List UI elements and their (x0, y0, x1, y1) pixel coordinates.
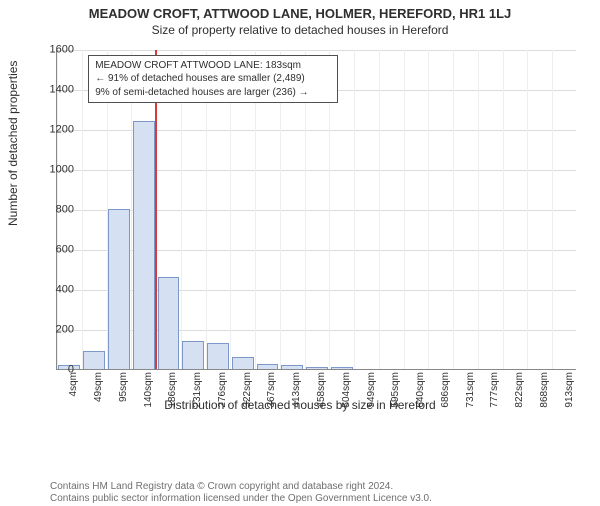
chart-subtitle: Size of property relative to detached ho… (0, 23, 600, 37)
gridline-v (379, 50, 380, 369)
x-tick-label: 140sqm (143, 372, 154, 422)
histogram-bar (281, 365, 303, 369)
y-tick-label: 200 (34, 325, 74, 336)
histogram-bar (207, 343, 229, 369)
x-tick-label: 868sqm (539, 372, 550, 422)
x-tick-label: 549sqm (366, 372, 377, 422)
histogram-bar (182, 341, 204, 369)
x-tick-label: 4sqm (68, 372, 79, 422)
annotation-line: ← 91% of detached houses are smaller (2,… (95, 72, 331, 86)
x-tick-label: 504sqm (341, 372, 352, 422)
x-tick-label: 49sqm (93, 372, 104, 422)
gridline-v (527, 50, 528, 369)
histogram-bar (158, 277, 180, 369)
x-tick-label: 95sqm (118, 372, 129, 422)
annotation-box: MEADOW CROFT ATTWOOD LANE: 183sqm← 91% o… (88, 55, 338, 104)
gridline-v (503, 50, 504, 369)
gridline-v (404, 50, 405, 369)
gridline-v (82, 50, 83, 369)
histogram-bar (331, 367, 353, 369)
chart-container: Number of detached properties MEADOW CRO… (0, 46, 600, 446)
gridline-v (453, 50, 454, 369)
y-tick-label: 1600 (34, 45, 74, 56)
x-tick-label: 777sqm (489, 372, 500, 422)
x-tick-label: 640sqm (415, 372, 426, 422)
y-tick-label: 600 (34, 245, 74, 256)
x-tick-label: 686sqm (440, 372, 451, 422)
x-tick-label: 413sqm (291, 372, 302, 422)
x-tick-label: 458sqm (316, 372, 327, 422)
x-tick-label: 595sqm (390, 372, 401, 422)
x-tick-label: 913sqm (564, 372, 575, 422)
annotation-line: 9% of semi-detached houses are larger (2… (95, 86, 331, 100)
histogram-bar (83, 351, 105, 369)
gridline-v (552, 50, 553, 369)
histogram-bar (133, 121, 155, 369)
x-tick-label: 367sqm (266, 372, 277, 422)
y-tick-label: 1000 (34, 165, 74, 176)
annotation-line: MEADOW CROFT ATTWOOD LANE: 183sqm (95, 59, 331, 73)
x-tick-label: 231sqm (192, 372, 203, 422)
histogram-bar (108, 209, 130, 369)
page-title: MEADOW CROFT, ATTWOOD LANE, HOLMER, HERE… (0, 6, 600, 21)
y-axis-label: Number of detached properties (6, 61, 20, 226)
gridline-h (57, 50, 576, 51)
gridline-v (478, 50, 479, 369)
histogram-bar (232, 357, 254, 369)
x-tick-label: 322sqm (242, 372, 253, 422)
y-tick-label: 1200 (34, 125, 74, 136)
gridline-v (354, 50, 355, 369)
x-tick-label: 276sqm (217, 372, 228, 422)
x-tick-label: 731sqm (465, 372, 476, 422)
plot-area: MEADOW CROFT ATTWOOD LANE: 183sqm← 91% o… (56, 50, 576, 370)
footer-copyright-1: Contains HM Land Registry data © Crown c… (50, 481, 393, 492)
y-tick-label: 1400 (34, 85, 74, 96)
y-tick-label: 400 (34, 285, 74, 296)
y-tick-label: 800 (34, 205, 74, 216)
histogram-bar (257, 364, 279, 369)
histogram-bar (306, 367, 328, 369)
x-tick-label: 186sqm (167, 372, 178, 422)
x-tick-label: 822sqm (514, 372, 525, 422)
gridline-v (428, 50, 429, 369)
footer-copyright-2: Contains public sector information licen… (50, 493, 432, 504)
